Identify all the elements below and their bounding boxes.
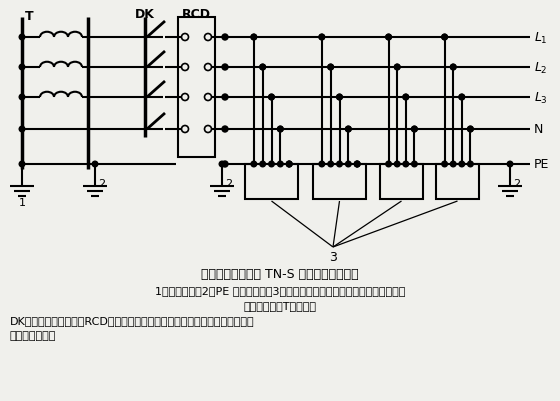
- Text: PE: PE: [534, 158, 549, 171]
- Circle shape: [354, 162, 360, 167]
- Circle shape: [181, 126, 189, 133]
- Circle shape: [222, 35, 228, 41]
- Circle shape: [459, 162, 465, 167]
- Text: RCD: RCD: [182, 8, 211, 21]
- Text: 1: 1: [18, 198, 26, 207]
- Circle shape: [19, 35, 25, 41]
- Circle shape: [459, 95, 465, 101]
- Circle shape: [269, 162, 274, 167]
- Circle shape: [219, 162, 225, 167]
- Circle shape: [468, 127, 473, 132]
- Circle shape: [450, 65, 456, 71]
- Circle shape: [394, 162, 400, 167]
- Circle shape: [346, 127, 351, 132]
- Circle shape: [222, 162, 228, 168]
- Circle shape: [346, 162, 351, 167]
- Circle shape: [337, 95, 342, 101]
- Text: $L_2$: $L_2$: [534, 60, 548, 75]
- Text: 1－工作接地；2－PE 线重复接地；3－电气设备金属外壳（正常不带电的外露可: 1－工作接地；2－PE 线重复接地；3－电气设备金属外壳（正常不带电的外露可: [155, 285, 405, 295]
- Circle shape: [386, 35, 391, 41]
- Circle shape: [328, 162, 333, 167]
- Text: T: T: [25, 10, 34, 23]
- Circle shape: [403, 95, 409, 101]
- Text: DK－总电源隔离开关；RCD－总漏电保护器（兼有短路、过载、漏电保护功能: DK－总电源隔离开关；RCD－总漏电保护器（兼有短路、过载、漏电保护功能: [10, 315, 255, 325]
- Circle shape: [204, 94, 212, 101]
- Circle shape: [19, 95, 25, 101]
- Circle shape: [269, 95, 274, 101]
- Circle shape: [319, 162, 325, 167]
- Text: 2: 2: [98, 178, 105, 188]
- Circle shape: [278, 127, 283, 132]
- Text: N: N: [534, 123, 543, 136]
- Circle shape: [222, 65, 228, 71]
- Circle shape: [394, 65, 400, 71]
- Text: 专用变压器供电时 TN-S 接零保护系统示意: 专用变压器供电时 TN-S 接零保护系统示意: [201, 267, 359, 280]
- Circle shape: [354, 162, 360, 167]
- Text: 导电部分）；T－变压器: 导电部分）；T－变压器: [244, 300, 316, 310]
- Circle shape: [181, 94, 189, 101]
- Circle shape: [260, 65, 265, 71]
- Circle shape: [181, 34, 189, 41]
- Text: $L_1$: $L_1$: [534, 30, 548, 45]
- Text: 2: 2: [225, 178, 232, 188]
- Circle shape: [269, 95, 274, 101]
- Circle shape: [319, 35, 325, 41]
- Circle shape: [442, 35, 447, 41]
- Circle shape: [286, 162, 292, 167]
- Circle shape: [507, 162, 513, 167]
- Circle shape: [403, 95, 409, 101]
- Circle shape: [346, 127, 351, 132]
- Circle shape: [204, 126, 212, 133]
- Bar: [436, 164, 479, 200]
- Circle shape: [468, 162, 473, 167]
- Circle shape: [19, 162, 25, 167]
- Circle shape: [442, 162, 447, 167]
- Circle shape: [204, 64, 212, 71]
- Circle shape: [260, 65, 265, 71]
- Circle shape: [328, 65, 333, 71]
- Circle shape: [251, 35, 256, 41]
- Bar: [313, 164, 366, 200]
- Circle shape: [412, 127, 417, 132]
- Circle shape: [319, 35, 325, 41]
- Bar: [380, 164, 423, 200]
- Circle shape: [251, 162, 256, 167]
- Circle shape: [222, 127, 228, 133]
- Circle shape: [337, 95, 342, 101]
- Circle shape: [278, 162, 283, 167]
- Circle shape: [450, 162, 456, 167]
- Circle shape: [386, 162, 391, 167]
- Text: 2: 2: [513, 178, 520, 188]
- Text: DK: DK: [135, 8, 155, 21]
- Circle shape: [278, 127, 283, 132]
- Circle shape: [442, 35, 447, 41]
- Circle shape: [403, 162, 409, 167]
- Circle shape: [260, 162, 265, 167]
- Circle shape: [354, 162, 360, 167]
- Circle shape: [328, 65, 333, 71]
- Circle shape: [19, 127, 25, 132]
- Bar: [178, 18, 215, 158]
- Circle shape: [394, 65, 400, 71]
- Circle shape: [468, 127, 473, 132]
- Circle shape: [286, 162, 292, 167]
- Circle shape: [412, 162, 417, 167]
- Circle shape: [286, 162, 292, 167]
- Text: 3: 3: [329, 250, 337, 263]
- Circle shape: [92, 162, 98, 167]
- Circle shape: [450, 65, 456, 71]
- Circle shape: [251, 35, 256, 41]
- Bar: [245, 164, 298, 200]
- Text: $L_3$: $L_3$: [534, 90, 548, 105]
- Circle shape: [222, 95, 228, 101]
- Circle shape: [412, 127, 417, 132]
- Circle shape: [386, 35, 391, 41]
- Circle shape: [19, 65, 25, 71]
- Circle shape: [337, 162, 342, 167]
- Circle shape: [204, 34, 212, 41]
- Circle shape: [181, 64, 189, 71]
- Circle shape: [459, 95, 465, 101]
- Text: 的漏电断路器）: 的漏电断路器）: [10, 330, 57, 340]
